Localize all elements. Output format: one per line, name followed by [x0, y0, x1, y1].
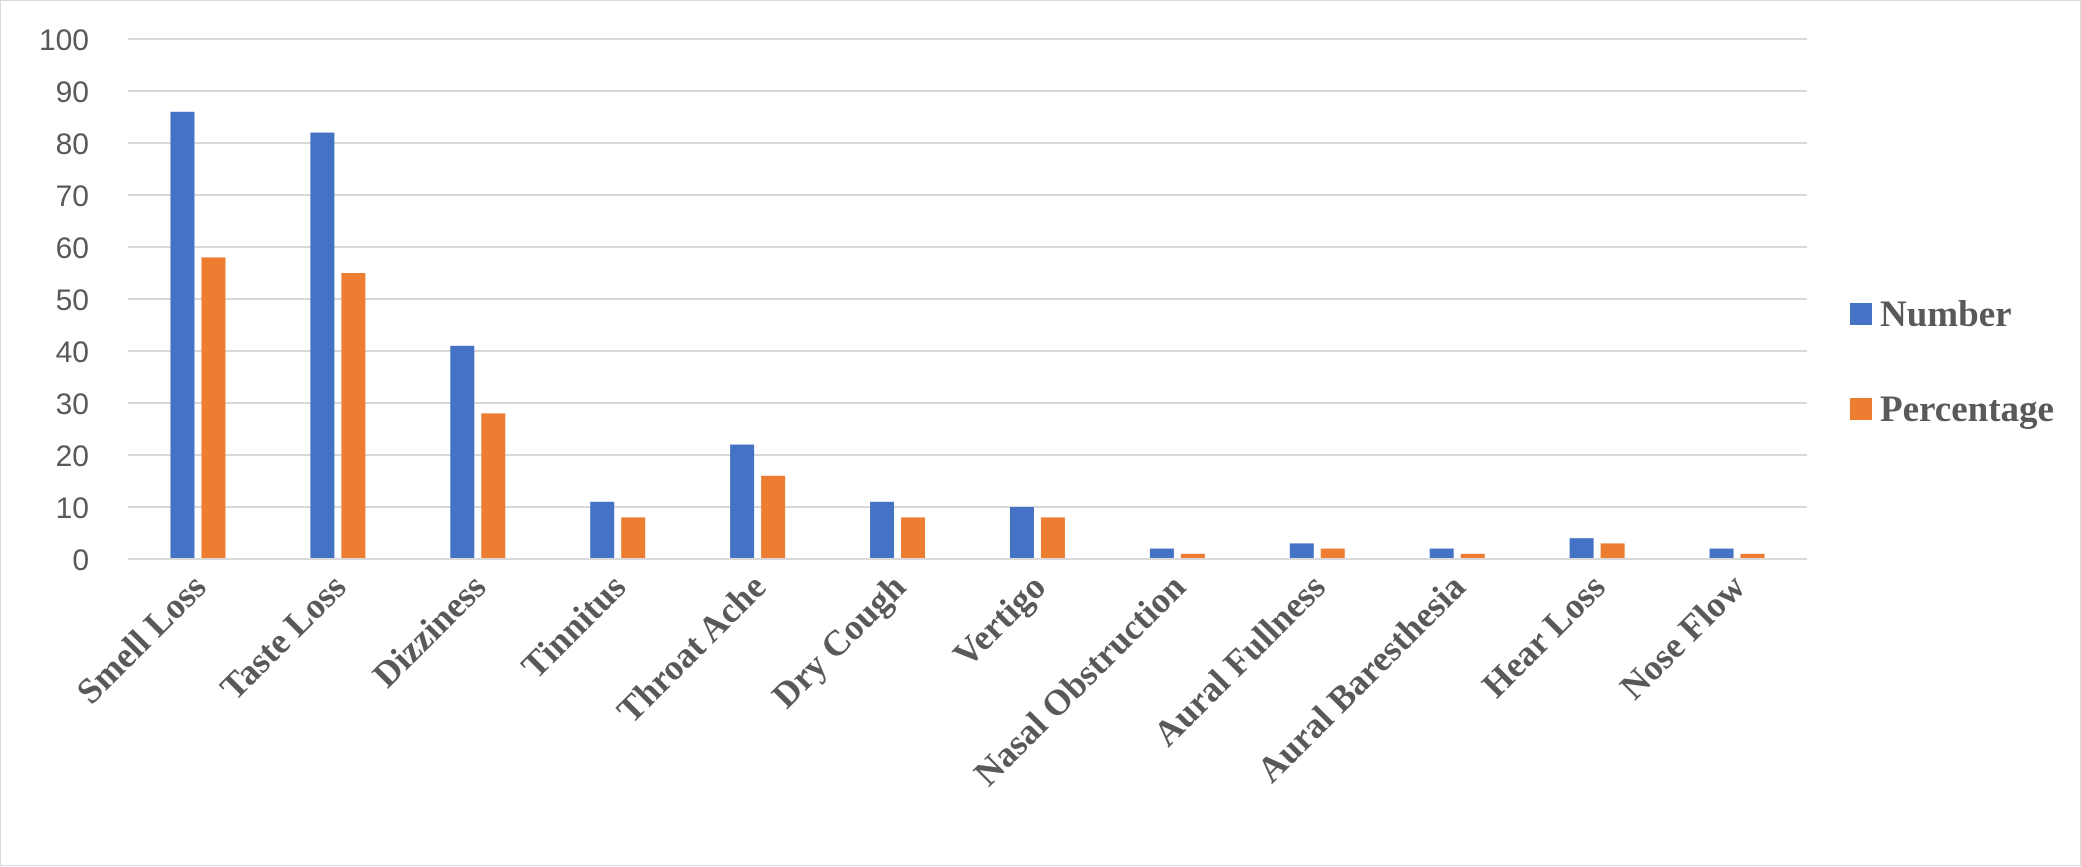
bar-percentage-aural-fullness	[1320, 548, 1345, 559]
bar-percentage-taste-loss	[341, 273, 366, 559]
bar-percentage-tinnitus	[621, 517, 646, 559]
bar-percentage-nasal-obstruction	[1180, 553, 1205, 559]
bar-percentage-dizziness	[481, 413, 506, 559]
bar-percentage-vertigo	[1040, 517, 1065, 559]
bar-number-nasal-obstruction	[1149, 548, 1174, 559]
legend: Number Percentage	[1850, 294, 2054, 430]
y-tick-label: 80	[56, 128, 89, 161]
bar-number-tinnitus	[590, 501, 615, 559]
x-tick-label: Vertigo	[945, 566, 1053, 674]
bar-number-throat-ache	[730, 444, 755, 559]
legend-swatch-number	[1850, 303, 1872, 325]
x-tick-label: Dry Cough	[764, 566, 913, 715]
x-tick-label: Smell Loss	[69, 566, 214, 711]
x-tick-label: Hear Loss	[1474, 566, 1613, 705]
bar-number-vertigo	[1009, 507, 1034, 559]
bar-percentage-smell-loss	[201, 257, 226, 559]
bars	[170, 111, 1765, 560]
x-tick-label: Throat Ache	[609, 566, 773, 730]
legend-label-number: Number	[1880, 294, 2012, 335]
legend-swatch-percentage	[1850, 398, 1872, 420]
y-tick-label: 40	[56, 336, 89, 369]
bar-number-aural-baresthesia	[1429, 548, 1454, 559]
x-tick-label: Dizziness	[365, 566, 494, 695]
bar-percentage-hear-loss	[1600, 543, 1625, 559]
x-tick-label: Nose Flow	[1612, 566, 1753, 707]
bar-percentage-nose-flow	[1740, 553, 1765, 559]
x-tick-label: Taste Loss	[212, 566, 353, 707]
bar-number-taste-loss	[310, 132, 335, 559]
gridlines	[128, 38, 1807, 508]
y-tick-label: 10	[56, 492, 89, 525]
y-tick-label: 0	[72, 544, 89, 577]
y-tick-label: 30	[56, 388, 89, 421]
bar-number-smell-loss	[170, 111, 195, 560]
bar-number-dizziness	[450, 345, 475, 559]
bar-number-aural-fullness	[1289, 543, 1314, 559]
y-tick-label: 50	[56, 284, 89, 317]
y-tick-label: 90	[56, 76, 89, 109]
bar-number-nose-flow	[1709, 548, 1734, 559]
y-tick-label: 60	[56, 232, 89, 265]
y-axis-ticks: 0 10 20 30 40 50 60 70 80 90 100	[39, 24, 89, 577]
y-tick-label: 20	[56, 440, 89, 473]
bar-number-dry-cough	[870, 501, 895, 559]
y-tick-label: 70	[56, 180, 89, 213]
bar-percentage-dry-cough	[901, 517, 926, 559]
bar-percentage-throat-ache	[761, 475, 786, 559]
bar-number-hear-loss	[1569, 538, 1594, 559]
legend-label-percentage: Percentage	[1880, 389, 2054, 430]
x-tick-label: Tinnitus	[514, 566, 634, 686]
y-tick-label: 100	[39, 24, 89, 57]
bar-percentage-aural-baresthesia	[1460, 553, 1485, 559]
